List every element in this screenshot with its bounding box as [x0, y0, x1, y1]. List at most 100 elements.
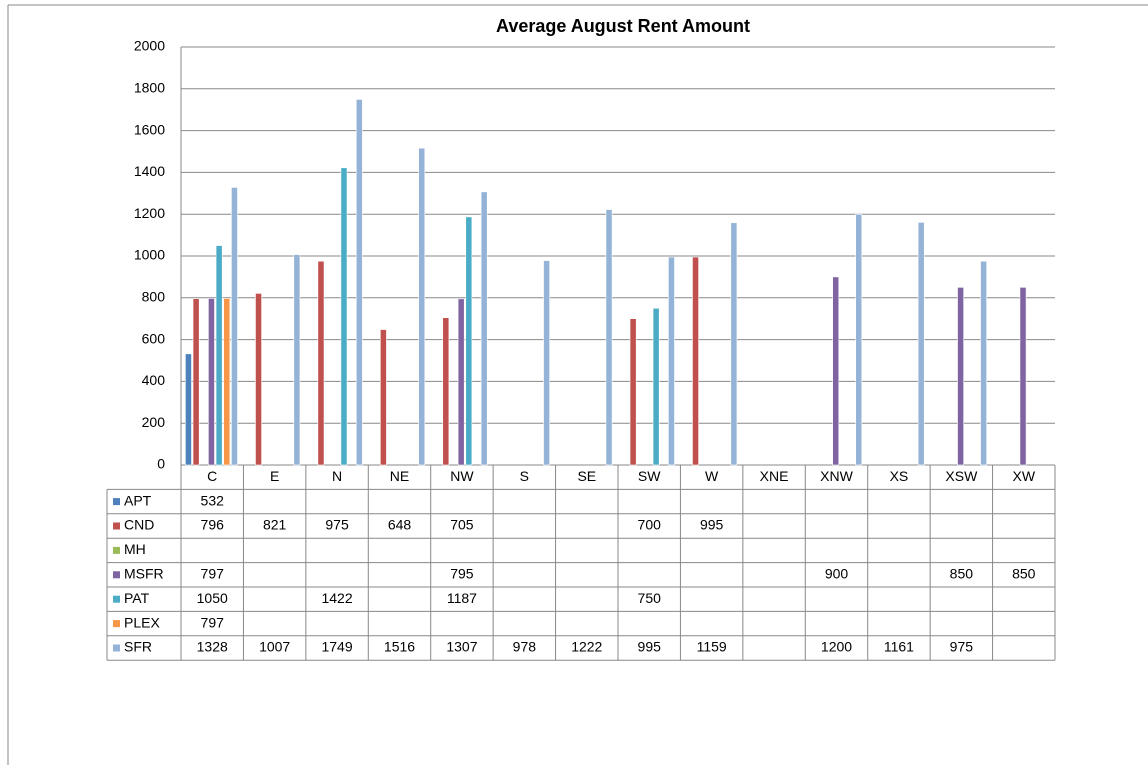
- table-value: 995: [700, 517, 724, 533]
- legend-swatch: [113, 498, 120, 506]
- x-tick-label: NE: [390, 468, 409, 484]
- legend-swatch: [113, 522, 120, 530]
- legend-swatch: [113, 571, 120, 579]
- x-tick-label: E: [270, 468, 279, 484]
- bar: [340, 167, 348, 466]
- bar: [317, 260, 325, 466]
- bar: [185, 353, 192, 466]
- legend-label: MH: [124, 541, 146, 557]
- y-tick-label: 1800: [134, 80, 165, 96]
- table-value: 1307: [446, 639, 477, 655]
- x-tick-label: SW: [638, 468, 661, 484]
- table-value: 1200: [821, 639, 852, 655]
- legend-label: MSFR: [124, 566, 164, 582]
- bar: [668, 256, 675, 466]
- y-tick-label: 1400: [134, 163, 165, 179]
- table-value: 850: [950, 566, 974, 582]
- x-tick-label: XS: [890, 468, 909, 484]
- bar: [480, 191, 488, 466]
- table-value: 1222: [571, 639, 602, 655]
- table-value: 1328: [197, 639, 228, 655]
- table-value: 700: [638, 517, 662, 533]
- y-tick-label: 1200: [134, 205, 165, 221]
- table-value: 648: [388, 517, 412, 533]
- bar: [465, 216, 473, 466]
- bar: [917, 222, 925, 466]
- bar: [442, 317, 450, 466]
- table-value: 1159: [697, 639, 727, 655]
- bar: [543, 260, 550, 466]
- bar: [380, 329, 387, 466]
- table-value: 1007: [259, 639, 290, 655]
- legend-swatch: [113, 644, 120, 652]
- bar: [832, 276, 840, 466]
- y-tick-label: 1600: [134, 121, 165, 137]
- bar: [215, 245, 223, 466]
- bar: [957, 287, 964, 466]
- legend-swatch: [113, 620, 120, 628]
- bar: [192, 298, 200, 466]
- bar: [457, 298, 465, 466]
- table-value: 1161: [884, 639, 914, 655]
- bar: [208, 298, 215, 466]
- bar: [355, 99, 363, 466]
- table-value: 797: [201, 566, 225, 582]
- x-tick-label: N: [332, 468, 342, 484]
- y-tick-label: 2000: [134, 38, 165, 54]
- y-tick-label: 600: [142, 330, 166, 346]
- table-value: 995: [638, 639, 662, 655]
- table-value: 900: [825, 566, 849, 582]
- table-value: 1050: [197, 590, 228, 606]
- table-value: 1422: [321, 590, 352, 606]
- x-tick-label: SE: [577, 468, 596, 484]
- x-tick-label: NW: [450, 468, 474, 484]
- table-value: 532: [201, 492, 225, 508]
- bar: [418, 147, 426, 466]
- bar: [980, 260, 987, 466]
- x-tick-label: XW: [1013, 468, 1036, 484]
- legend-label: PLEX: [124, 614, 160, 630]
- y-tick-label: 1000: [134, 247, 165, 263]
- bar: [255, 293, 262, 466]
- bar: [605, 209, 613, 466]
- legend-label: CND: [124, 517, 154, 533]
- legend-swatch: [113, 595, 120, 603]
- x-tick-label: S: [520, 468, 529, 484]
- table-value: 795: [450, 566, 474, 582]
- x-tick-label: XNW: [820, 468, 853, 484]
- table-value: 750: [638, 590, 662, 606]
- table-value: 975: [950, 639, 974, 655]
- table-value: 1749: [321, 639, 352, 655]
- x-tick-label: XSW: [945, 468, 978, 484]
- table-value: 1516: [384, 639, 415, 655]
- bar: [855, 213, 863, 466]
- chart-title: Average August Rent Amount: [496, 16, 750, 36]
- table-value: 705: [450, 517, 474, 533]
- y-tick-label: 400: [142, 372, 166, 388]
- table-value: 797: [201, 614, 225, 630]
- bar: [652, 307, 660, 466]
- table-value: 978: [513, 639, 537, 655]
- y-tick-label: 800: [142, 289, 166, 305]
- table-value: 850: [1012, 566, 1036, 582]
- bar: [730, 222, 738, 466]
- legend-swatch: [113, 546, 120, 554]
- x-tick-label: W: [705, 468, 719, 484]
- x-tick-label: XNE: [760, 468, 789, 484]
- bar: [223, 298, 231, 466]
- table-value: 821: [263, 517, 287, 533]
- y-tick-label: 0: [157, 456, 165, 472]
- bar: [629, 318, 637, 466]
- bar: [1019, 287, 1027, 466]
- x-tick-label: C: [207, 468, 217, 484]
- table-value: 975: [325, 517, 349, 533]
- legend-label: APT: [124, 492, 152, 508]
- bar: [293, 254, 301, 466]
- legend-label: SFR: [124, 639, 152, 655]
- bar: [692, 256, 699, 466]
- legend-label: PAT: [124, 590, 150, 606]
- y-tick-label: 200: [142, 414, 166, 430]
- bar: [231, 187, 238, 466]
- table-value: 796: [201, 517, 225, 533]
